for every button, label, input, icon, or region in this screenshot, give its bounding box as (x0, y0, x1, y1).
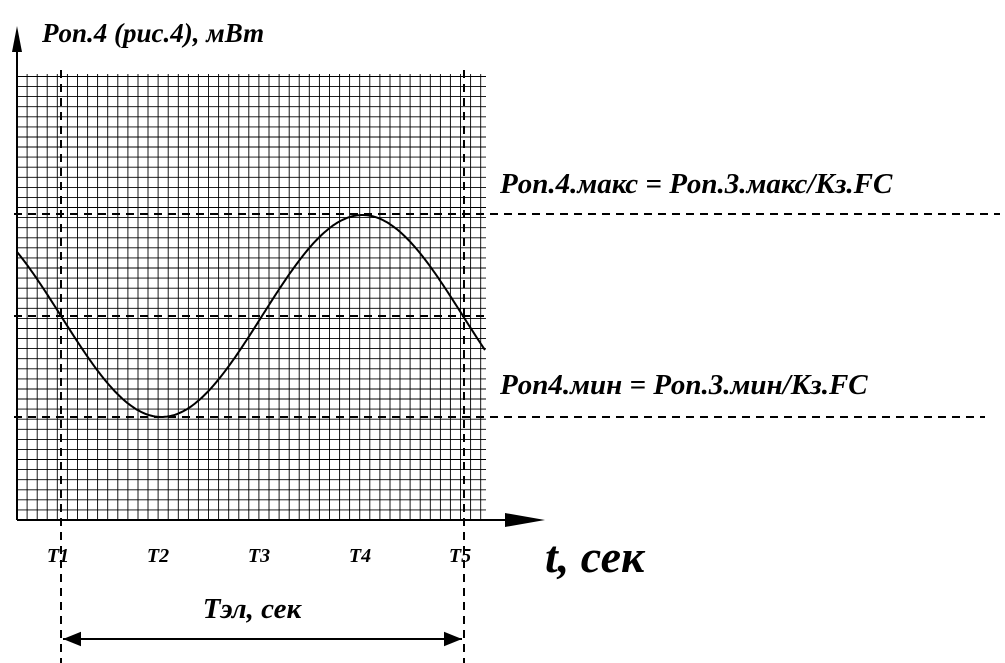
tick-label-t3: T3 (248, 545, 270, 567)
max-reference-label: Pоп.4.макс = Pоп.3.макс/Кз.FC (499, 168, 893, 200)
signal-curve (16, 214, 486, 418)
tick-label-t1: T1 (47, 545, 69, 567)
chart-grid (16, 74, 486, 521)
tick-label-t2: T2 (147, 545, 169, 567)
y-axis-label: Pоп.4 (рис.4), мВт (41, 18, 264, 48)
tick-label-t4: T4 (349, 545, 371, 567)
period-label: Тэл, сек (203, 593, 303, 625)
x-axis-label: t, сек (545, 531, 646, 582)
x-axis-arrow (505, 513, 545, 527)
y-axis-arrow (12, 26, 22, 52)
min-reference-label: Pоп4.мин = Pоп.3.мин/Кз.FC (499, 369, 868, 401)
tick-label-t5: T5 (449, 545, 471, 567)
